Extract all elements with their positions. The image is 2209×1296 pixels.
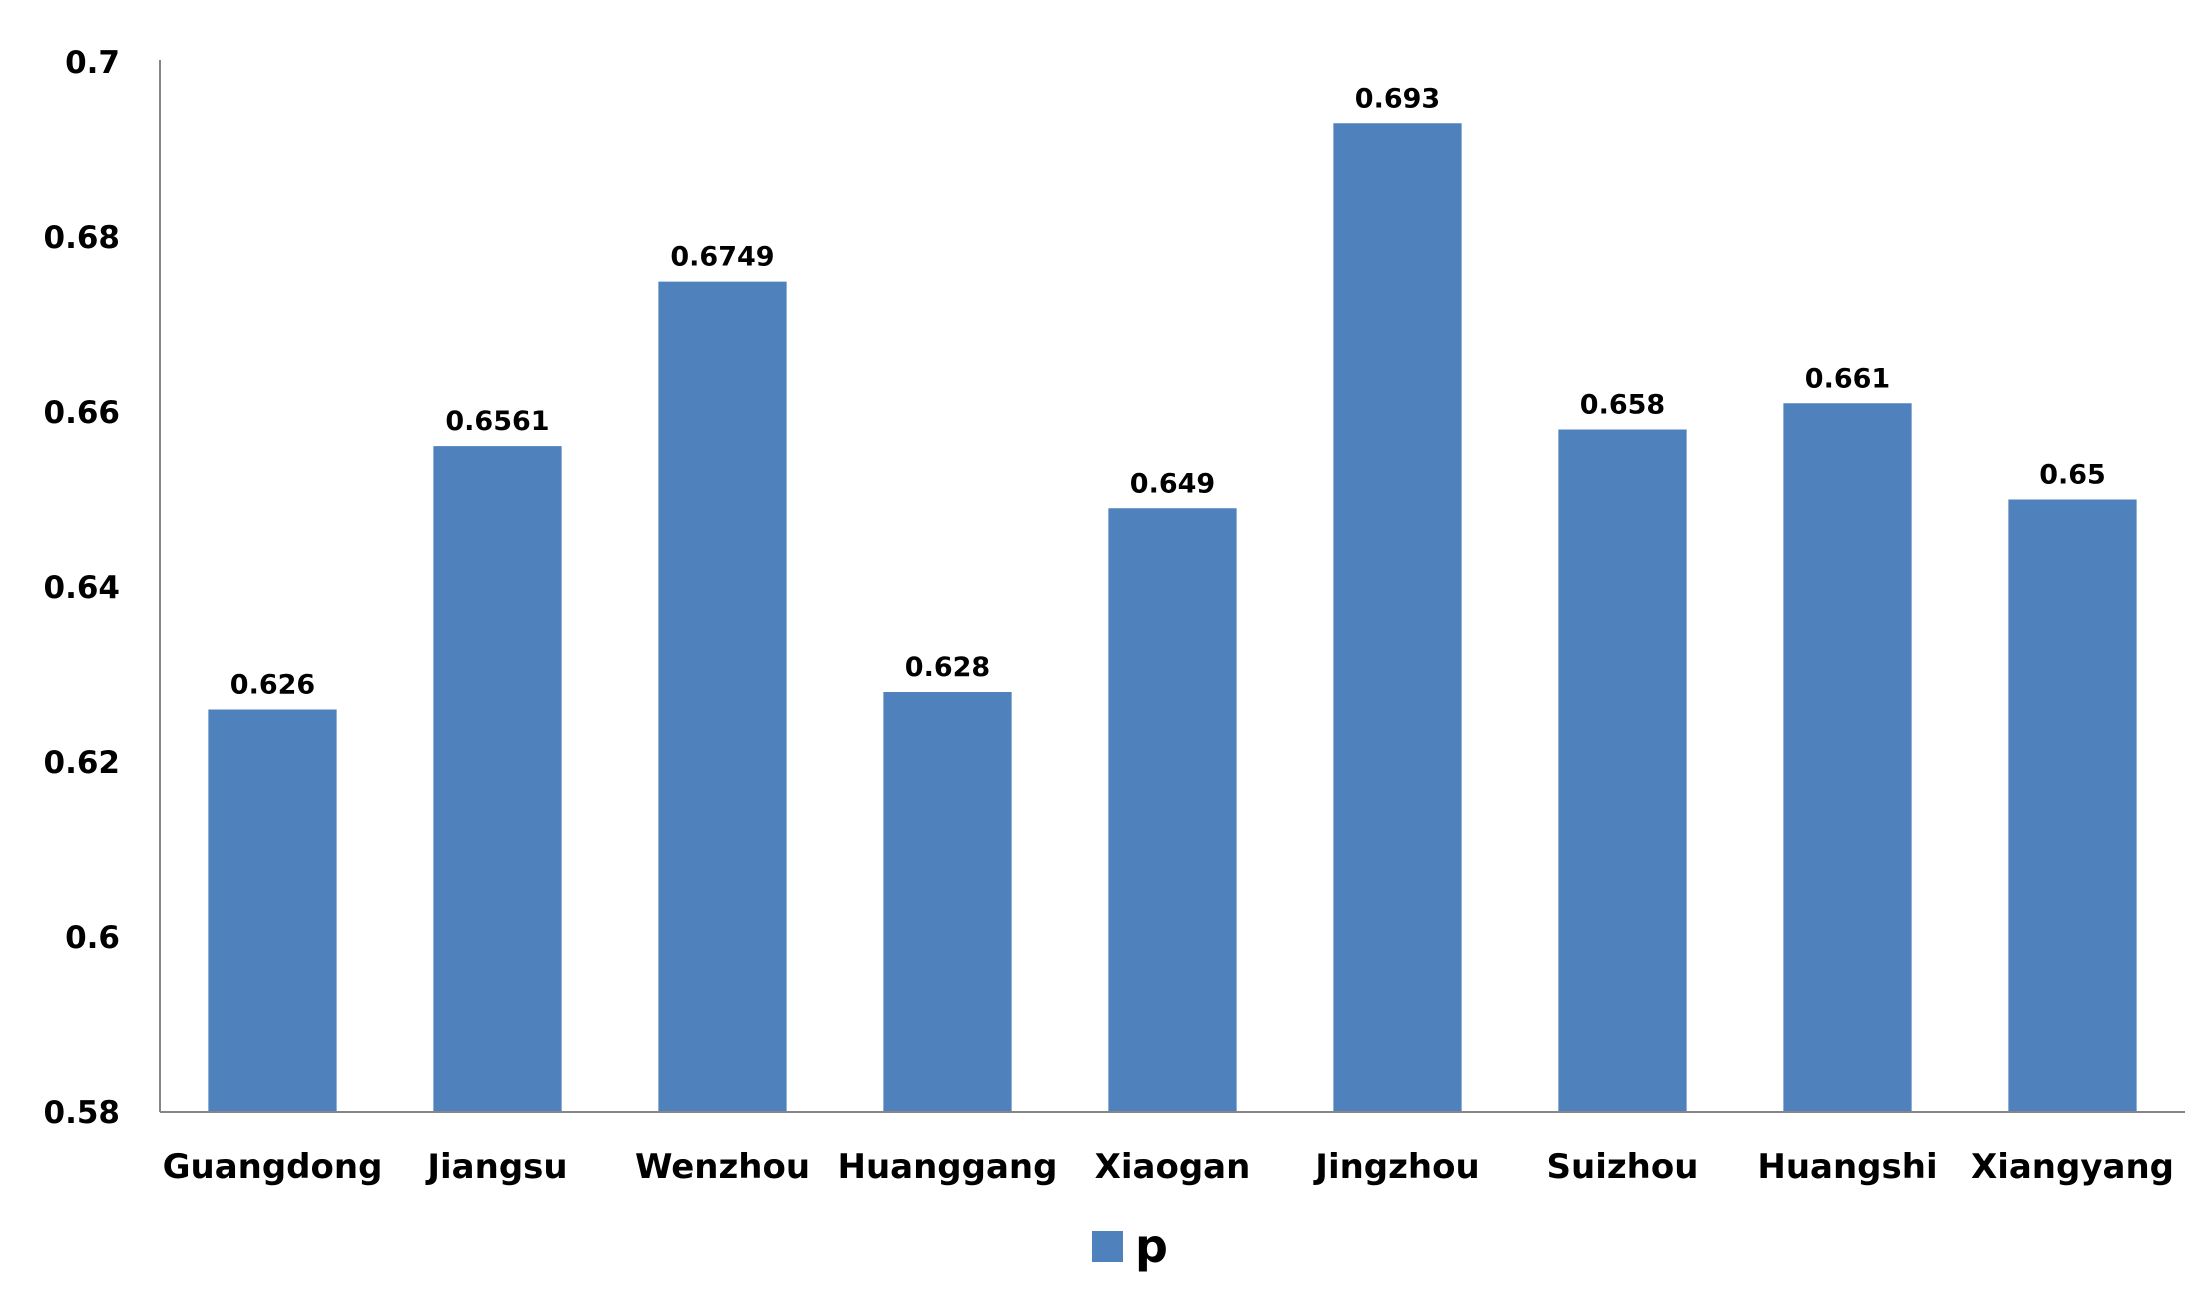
data-label-xiangyang: 0.65: [2039, 460, 2106, 491]
y-tick-label: 0.68: [44, 220, 121, 256]
x-tick-label-jiangsu: Jiangsu: [425, 1147, 567, 1187]
data-labels: 0.626 0.6561 0.6749 0.628 0.649 0.693 0.658 0.6…: [230, 83, 2106, 700]
bar-jiangsu: [433, 446, 562, 1112]
x-tick-label-guangdong: Guangdong: [163, 1147, 383, 1187]
bars: [208, 123, 2137, 1112]
y-axis-ticks: 0.58 0.6 0.62 0.64 0.66 0.68 0.7: [44, 45, 121, 1131]
x-tick-label-jingzhou: Jingzhou: [1313, 1147, 1479, 1187]
y-tick-label: 0.64: [44, 570, 121, 606]
y-tick-label: 0.58: [44, 1095, 121, 1131]
y-tick-label: 0.6: [65, 920, 120, 956]
legend-label: p: [1135, 1219, 1168, 1273]
bar-jingzhou: [1333, 123, 1462, 1112]
bar-huangshi: [1783, 403, 1912, 1112]
y-tick-label: 0.62: [44, 745, 121, 781]
bar-wenzhou: [658, 281, 787, 1112]
data-label-xiaogan: 0.649: [1130, 468, 1215, 499]
data-label-jiangsu: 0.6561: [445, 406, 549, 437]
data-label-huangshi: 0.661: [1805, 363, 1890, 394]
x-tick-label-xiangyang: Xiangyang: [1971, 1147, 2174, 1187]
x-tick-label-wenzhou: Wenzhou: [635, 1147, 810, 1187]
y-tick-label: 0.66: [44, 395, 121, 431]
bar-xiangyang: [2008, 499, 2137, 1112]
bar-suizhou: [1558, 429, 1687, 1112]
x-tick-label-suizhou: Suizhou: [1547, 1147, 1699, 1187]
y-tick-label: 0.7: [65, 45, 120, 81]
bar-guangdong: [208, 709, 337, 1112]
data-label-jingzhou: 0.693: [1355, 83, 1440, 114]
data-label-wenzhou: 0.6749: [670, 242, 774, 273]
data-label-suizhou: 0.658: [1580, 390, 1665, 421]
legend-swatch: [1092, 1231, 1123, 1262]
bar-xiaogan: [1108, 508, 1237, 1112]
x-axis-labels: Guangdong Jiangsu Wenzhou Huanggang Xiaogan J…: [163, 1147, 2174, 1187]
bar-huanggang: [883, 692, 1012, 1112]
x-tick-label-huangshi: Huangshi: [1757, 1147, 1937, 1187]
x-tick-label-huanggang: Huanggang: [838, 1147, 1058, 1187]
data-label-huanggang: 0.628: [905, 652, 990, 683]
data-label-guangdong: 0.626: [230, 670, 315, 701]
legend: p: [1092, 1219, 1168, 1273]
x-tick-label-xiaogan: Xiaogan: [1095, 1147, 1251, 1187]
